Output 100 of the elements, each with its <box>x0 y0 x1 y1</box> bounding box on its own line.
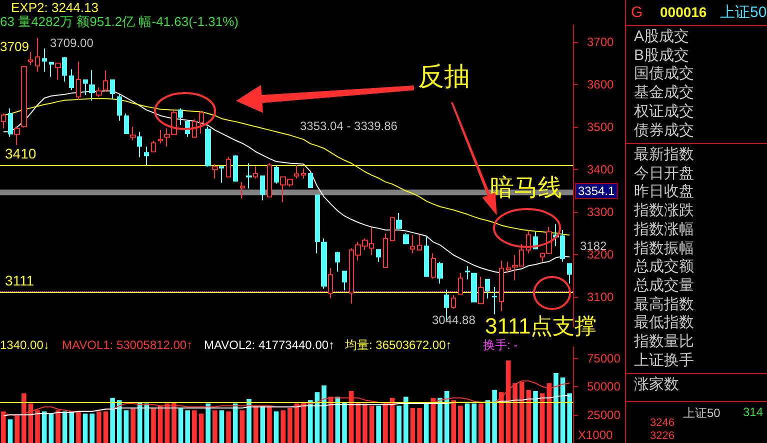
y-tick-label: 3300 <box>587 205 614 220</box>
text: 指数涨幅 <box>634 220 694 238</box>
annotation: 3353.04 - 3339.86 <box>300 119 398 133</box>
bar <box>198 414 204 443</box>
text: 最低指数 <box>634 314 694 332</box>
candlestick <box>492 286 497 315</box>
candlestick <box>205 126 211 168</box>
y-tick-label: 50000 <box>587 380 621 394</box>
candlestick <box>62 56 67 82</box>
candlestick <box>478 276 484 304</box>
candlestick <box>233 154 238 182</box>
bar <box>219 410 224 443</box>
annotation: 反抽 <box>418 61 470 91</box>
candlestick <box>294 164 299 180</box>
bar <box>240 410 245 443</box>
bar <box>8 419 13 443</box>
candlestick <box>1 112 6 129</box>
candlestick <box>69 68 74 91</box>
candlestick <box>151 140 156 152</box>
bar <box>314 392 320 443</box>
bar <box>48 414 54 443</box>
candlestick <box>403 232 409 244</box>
bar <box>110 398 115 443</box>
candlestick <box>328 267 333 299</box>
bar <box>554 372 558 443</box>
y-tick-label: 25000 <box>587 408 621 422</box>
bar <box>206 403 210 443</box>
bar <box>69 411 74 443</box>
bar <box>356 402 361 443</box>
annotation: 1340.00↓ <box>0 338 50 352</box>
text: 今日开盘 <box>634 164 694 182</box>
candlestick <box>383 232 388 268</box>
candlestick <box>226 156 231 178</box>
bar <box>464 403 470 443</box>
text: 指数量比 <box>634 333 694 350</box>
candlestick <box>321 238 327 290</box>
candlestick <box>260 176 265 201</box>
bar <box>192 410 197 443</box>
bar <box>526 390 532 443</box>
candlestick <box>376 249 381 262</box>
bar <box>130 408 136 443</box>
annotation: MAVOL1: 53005812.00↑ <box>62 338 193 352</box>
line-series <box>2 98 570 236</box>
candlestick <box>499 260 504 312</box>
bar <box>492 390 497 443</box>
bar <box>42 411 47 443</box>
candlestick <box>437 261 443 284</box>
bar <box>226 411 231 443</box>
candlestick <box>158 130 163 144</box>
bar <box>62 411 68 443</box>
annotation: 换手: - <box>483 338 518 352</box>
bar <box>369 406 374 443</box>
candlestick <box>431 252 436 280</box>
annotation: 3044.88 <box>432 313 476 327</box>
candlestick <box>42 48 47 72</box>
y-tick-label: 75000 <box>587 351 621 366</box>
y-tick-label: 3400 <box>587 162 614 177</box>
bar <box>424 403 429 443</box>
candlestick <box>315 194 320 254</box>
candlestick <box>144 146 149 166</box>
line-series <box>2 90 570 274</box>
candlestick <box>417 234 422 251</box>
text: 指数振幅 <box>634 240 694 256</box>
candlestick <box>506 261 511 274</box>
candlestick <box>424 236 429 277</box>
candlestick <box>89 70 95 102</box>
annotation: 63 量4282万 额951.2亿 幅-41.63(-1.31%) <box>0 14 238 29</box>
candlestick <box>274 164 279 184</box>
candlestick <box>178 108 183 126</box>
text: 3226 <box>650 430 674 442</box>
candlestick <box>458 272 463 295</box>
bar <box>96 411 102 443</box>
text: 上证换手 <box>634 352 694 369</box>
bar <box>472 403 476 443</box>
annotation: MAVOL2: 41773440.00↑ <box>204 338 335 352</box>
bar <box>438 398 442 443</box>
text: 国债成交 <box>634 65 694 82</box>
text: 最高指数 <box>634 296 694 313</box>
bar <box>410 408 416 443</box>
y-tick-label: 3600 <box>587 78 614 92</box>
text: 上证50 <box>683 405 720 422</box>
line-series <box>2 395 570 416</box>
text: 总成交量 <box>634 276 694 294</box>
text: 涨家数 <box>634 376 679 393</box>
candlestick <box>96 87 102 98</box>
bar <box>103 411 108 443</box>
bar <box>124 410 129 443</box>
annotation: 均量: 36503672.00↑ <box>344 338 452 352</box>
candlestick <box>55 62 61 80</box>
candlestick <box>76 61 81 100</box>
text: 债券成交 <box>634 122 694 138</box>
text: 000016 <box>660 4 707 20</box>
y-tick-label: 3500 <box>587 120 614 134</box>
candlestick <box>335 251 340 272</box>
bar <box>540 393 545 443</box>
text: 3354.1 <box>578 184 616 198</box>
candlestick <box>14 126 20 146</box>
candlestick <box>35 38 40 72</box>
bar <box>178 408 184 443</box>
bar <box>396 406 402 443</box>
